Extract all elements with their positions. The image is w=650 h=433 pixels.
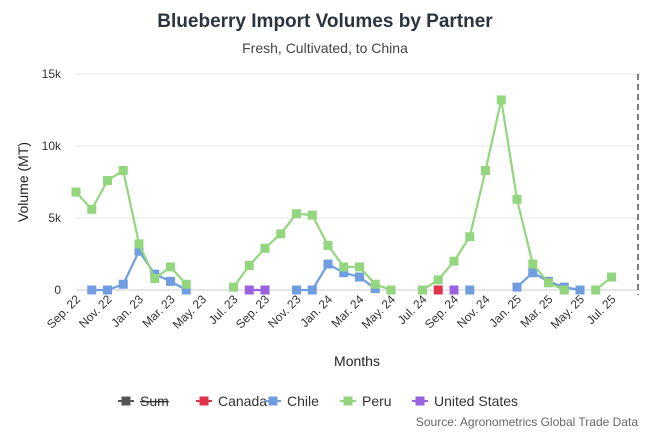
- data-point[interactable]: [544, 278, 553, 288]
- data-point[interactable]: [528, 268, 538, 278]
- chart-title: Blueberry Import Volumes by Partner: [157, 11, 493, 32]
- data-point[interactable]: [276, 229, 286, 239]
- data-point[interactable]: [244, 261, 254, 271]
- x-tick-label: May. 25: [548, 292, 588, 332]
- data-point[interactable]: [134, 239, 144, 249]
- series-peru: [71, 95, 616, 295]
- data-point[interactable]: [607, 272, 616, 282]
- x-tick-label: May. 23: [170, 292, 210, 332]
- data-point[interactable]: [370, 279, 380, 289]
- legend-item-united-states[interactable]: United States: [412, 393, 518, 409]
- data-point[interactable]: [87, 204, 97, 214]
- data-point[interactable]: [465, 285, 475, 295]
- data-point[interactable]: [307, 285, 317, 295]
- data-point[interactable]: [307, 210, 317, 220]
- data-point[interactable]: [181, 285, 191, 295]
- x-tick-label: Sep. 23: [233, 292, 272, 331]
- legend-item-canada[interactable]: Canada: [196, 393, 267, 409]
- data-point[interactable]: [481, 165, 490, 175]
- series-layer: [71, 95, 616, 295]
- data-point[interactable]: [103, 176, 112, 186]
- x-tick-label: Jan. 24: [297, 292, 335, 330]
- legend-label: Chile: [287, 393, 319, 409]
- legend-marker: [268, 396, 278, 406]
- data-point[interactable]: [292, 209, 301, 219]
- data-point[interactable]: [465, 232, 475, 242]
- data-point[interactable]: [575, 285, 585, 295]
- data-point[interactable]: [260, 243, 270, 253]
- data-point[interactable]: [118, 165, 128, 175]
- legend-item-chile[interactable]: Chile: [265, 393, 319, 409]
- x-tick-label: Jan. 25: [486, 292, 524, 330]
- data-point[interactable]: [181, 279, 191, 289]
- data-point[interactable]: [292, 285, 301, 295]
- y-tick-label: 0: [54, 283, 61, 297]
- grid: [76, 73, 640, 219]
- x-tick-label: Nov. 24: [454, 292, 493, 331]
- x-tick-label: Sep. 22: [44, 292, 83, 331]
- data-point[interactable]: [166, 262, 175, 272]
- series-line: [232, 212, 392, 292]
- data-point[interactable]: [433, 285, 443, 295]
- x-tick-label: Jan. 23: [108, 292, 146, 330]
- data-point[interactable]: [528, 259, 538, 269]
- data-point[interactable]: [386, 285, 396, 295]
- y-tick-label: 5k: [48, 211, 62, 225]
- x-tick-label: Jul. 25: [584, 292, 619, 327]
- data-point[interactable]: [418, 285, 427, 295]
- data-point[interactable]: [229, 282, 238, 292]
- data-point[interactable]: [118, 279, 128, 289]
- legend-marker: [199, 396, 209, 406]
- legend-label: Canada: [218, 393, 267, 409]
- data-point[interactable]: [559, 285, 569, 295]
- data-point[interactable]: [323, 259, 333, 269]
- data-point[interactable]: [496, 95, 506, 105]
- data-point[interactable]: [244, 285, 254, 295]
- data-point[interactable]: [512, 194, 522, 204]
- data-point[interactable]: [323, 240, 333, 250]
- series-chile: [87, 246, 585, 295]
- data-point[interactable]: [260, 285, 270, 295]
- data-point[interactable]: [449, 256, 459, 266]
- data-point[interactable]: [103, 285, 112, 295]
- legend-item-peru[interactable]: Peru: [340, 393, 392, 409]
- y-axis-title: Volume (MT): [15, 142, 31, 222]
- legend-marker: [121, 396, 131, 406]
- x-tick-label: Nov. 23: [265, 292, 304, 331]
- source-note: Source: Agronometrics Global Trade Data: [416, 415, 638, 429]
- y-axis: 0 5k 10k 15k: [42, 67, 62, 297]
- y-tick-label: 10k: [42, 139, 62, 153]
- x-tick-label: May. 24: [359, 292, 399, 332]
- data-point[interactable]: [71, 187, 81, 197]
- data-point[interactable]: [134, 246, 144, 256]
- data-point[interactable]: [355, 262, 364, 272]
- legend-item-sum[interactable]: Sum: [118, 393, 169, 409]
- legend-marker: [415, 396, 425, 406]
- data-point[interactable]: [339, 262, 349, 272]
- data-point[interactable]: [433, 275, 443, 285]
- x-axis-title: Months: [334, 353, 380, 369]
- series-canada: [433, 285, 443, 295]
- y-tick-label: 15k: [42, 67, 62, 81]
- data-point[interactable]: [339, 268, 349, 278]
- x-tick-label: Nov. 22: [76, 292, 115, 331]
- legend-label: Sum: [140, 393, 169, 409]
- data-point[interactable]: [591, 285, 601, 295]
- data-point[interactable]: [355, 272, 364, 282]
- series-united-states: [244, 285, 459, 295]
- legend-label: Peru: [362, 393, 392, 409]
- data-point[interactable]: [166, 276, 175, 286]
- data-point[interactable]: [512, 282, 522, 292]
- legend-marker: [343, 396, 353, 406]
- legend-label: United States: [434, 393, 518, 409]
- chart-subtitle: Fresh, Cultivated, to China: [242, 40, 408, 56]
- legend: Sum Canada Chile Peru United States: [118, 393, 518, 409]
- series-line: [421, 98, 565, 292]
- x-tick-label: Sep. 24: [422, 292, 461, 331]
- data-point[interactable]: [87, 285, 97, 295]
- data-point[interactable]: [449, 285, 459, 295]
- data-point[interactable]: [150, 273, 160, 283]
